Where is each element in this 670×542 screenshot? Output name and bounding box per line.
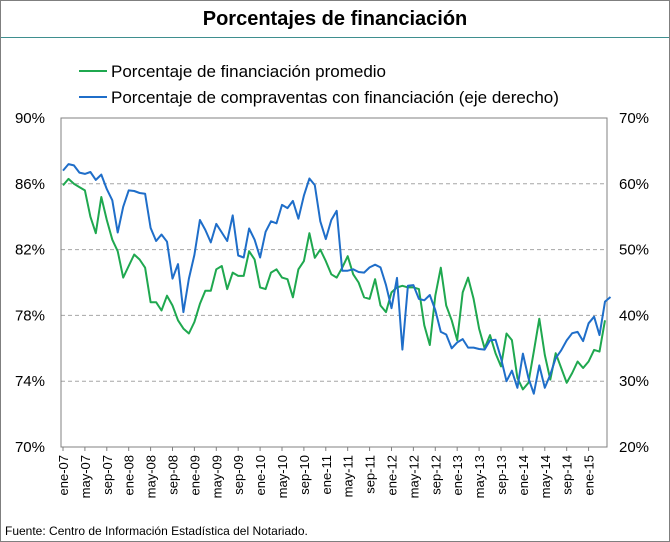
plot-area-border (60, 117, 608, 448)
x-tick-label: may-12 (406, 455, 421, 498)
y-right-tick-label: 50% (619, 242, 649, 259)
x-tick-label: may-14 (538, 455, 553, 498)
y-axis-left: 90% 86% 82% 78% 74% 70% (15, 110, 45, 456)
x-tick-label: sep-08 (165, 455, 180, 495)
x-tick-label: may-11 (341, 455, 356, 497)
y-left-tick-label: 70% (15, 439, 45, 456)
x-tick-label: ene-11 (319, 455, 334, 495)
y-right-tick-label: 70% (619, 110, 649, 127)
y-right-tick-label: 20% (619, 439, 649, 456)
legend: Porcentaje de financiación promedio Porce… (79, 62, 559, 107)
y-left-tick-label: 78% (15, 307, 45, 324)
y-left-tick-label: 86% (15, 176, 45, 193)
x-tick-label: ene-14 (516, 455, 531, 495)
x-tick-label: ene-10 (253, 455, 268, 495)
series-lines (62, 163, 612, 395)
x-tick-label: ene-09 (187, 455, 202, 495)
x-tick-label: sep-10 (297, 455, 312, 495)
x-tick-label: sep-11 (363, 455, 378, 494)
x-tick-label: may-08 (144, 455, 159, 498)
x-tick-label: sep-12 (428, 455, 443, 495)
y-left-tick-label: 90% (15, 110, 45, 127)
x-tick-label: may-07 (78, 455, 93, 498)
series-line-sales-with-financing (62, 163, 612, 395)
x-tick-label: ene-15 (582, 455, 597, 495)
line-chart: 90% 86% 82% 78% 74% 70% 70% 60% 50% 40% 30% 20% en… (15, 62, 649, 498)
y-left-tick-label: 74% (15, 373, 45, 390)
chart-title: Porcentajes de financiación (202, 7, 468, 30)
title-band: Porcentajes de financiación (1, 1, 669, 38)
x-tick-label: sep-09 (231, 455, 246, 495)
y-right-tick-label: 30% (619, 373, 649, 390)
y-right-tick-label: 60% (619, 176, 649, 193)
x-tick-label: sep-13 (494, 455, 509, 495)
y-left-tick-label: 82% (15, 242, 45, 259)
source-note: Fuente: Centro de Información Estadístic… (5, 524, 308, 538)
x-tick-label: sep-14 (560, 455, 575, 495)
x-axis: ene-07 may-07 sep-07 ene-08 may-08 sep-08 ene-… (56, 447, 597, 498)
x-tick-label: may-10 (275, 455, 290, 498)
legend-label: Porcentaje de financiación promedio (111, 62, 386, 81)
x-tick-label: may-13 (472, 455, 487, 498)
series-line-financing-average (62, 177, 606, 391)
y-right-tick-label: 40% (619, 307, 649, 324)
gridlines (61, 183, 607, 382)
x-tick-label: sep-07 (100, 455, 115, 495)
legend-label: Porcentaje de compraventas con financiac… (111, 88, 559, 107)
x-tick-label: ene-13 (450, 455, 465, 495)
x-tick-label: ene-12 (384, 455, 399, 495)
y-axis-right: 70% 60% 50% 40% 30% 20% (619, 110, 649, 456)
x-tick-label: may-09 (209, 455, 224, 498)
x-tick-label: ene-07 (56, 455, 71, 495)
x-tick-label: ene-08 (122, 455, 137, 495)
